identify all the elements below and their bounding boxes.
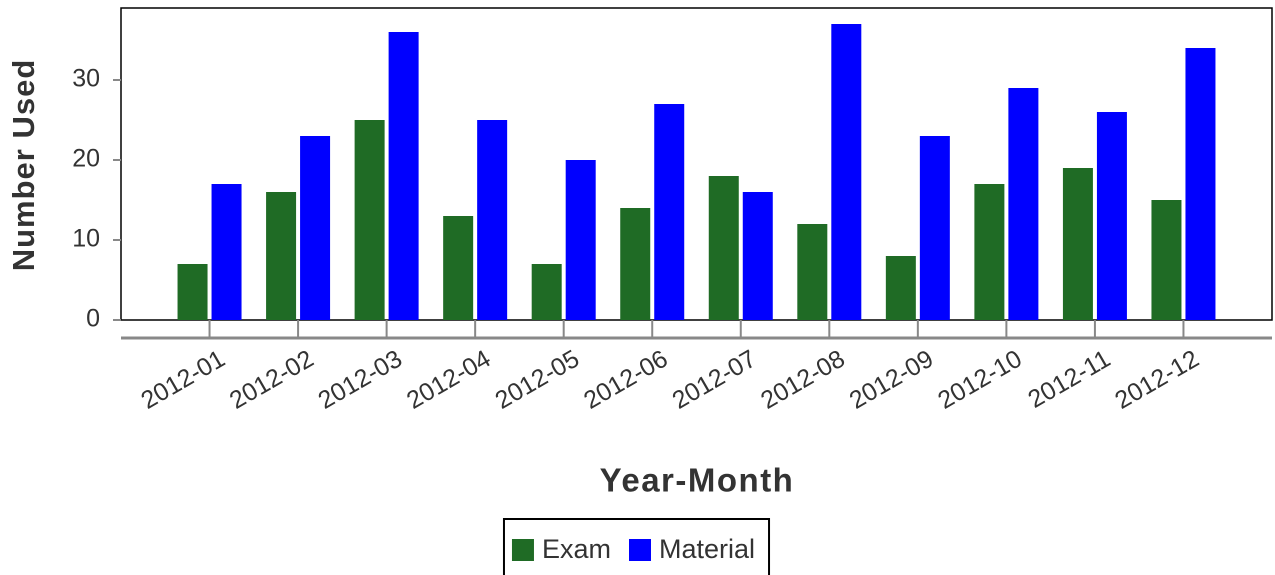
legend-label: Exam: [542, 534, 611, 564]
bar: [797, 224, 828, 320]
y-tick-label: 0: [86, 305, 100, 333]
legend: Exam Material: [502, 518, 771, 575]
bar: [885, 256, 916, 320]
bar: [354, 120, 385, 320]
x-tick-label: 2012-05: [491, 345, 584, 415]
x-tick-label: 2012-06: [579, 345, 672, 415]
bar: [831, 24, 862, 320]
legend-item: Material: [629, 534, 755, 564]
legend-swatch: [629, 539, 651, 561]
bar: [477, 120, 508, 320]
legend-item: Exam: [511, 534, 611, 564]
bar: [211, 184, 242, 320]
x-tick-label: 2012-03: [313, 345, 406, 415]
x-tick-label: 2012-10: [933, 345, 1026, 415]
bar: [974, 184, 1005, 320]
bar: [300, 136, 331, 320]
legend-label: Material: [659, 534, 755, 564]
y-axis-label: Number Used: [6, 59, 41, 272]
x-tick-label: 2012-08: [756, 345, 849, 415]
y-tick-label: 30: [72, 65, 100, 93]
bar: [1008, 88, 1039, 320]
bar: [177, 264, 208, 320]
x-tick-label: 2012-11: [1023, 345, 1115, 414]
bar: [443, 216, 474, 320]
bar: [620, 208, 651, 320]
x-tick-label: 2012-01: [136, 345, 229, 415]
y-tick-label: 10: [72, 225, 100, 253]
x-tick-label: 2012-04: [402, 345, 496, 415]
bar: [708, 176, 739, 320]
x-axis-label: Year-Month: [600, 462, 795, 499]
x-tick-label: 2012-09: [845, 345, 938, 415]
bar: [919, 136, 950, 320]
bar: [565, 160, 596, 320]
x-tick-label: 2012-02: [225, 345, 318, 415]
plot-frame: [120, 7, 1273, 321]
bar: [654, 104, 685, 320]
legend-swatch: [511, 539, 534, 561]
x-tick-label: 2012-12: [1110, 345, 1203, 415]
x-tick-label: 2012-07: [668, 345, 761, 415]
bar: [388, 32, 419, 320]
bar: [1185, 48, 1216, 320]
bar: [1062, 168, 1093, 320]
bar: [1096, 112, 1127, 320]
bar: [266, 192, 297, 320]
bar: [531, 264, 562, 320]
bar: [1151, 200, 1182, 320]
y-tick-label: 20: [72, 145, 100, 173]
bar: [742, 192, 773, 320]
